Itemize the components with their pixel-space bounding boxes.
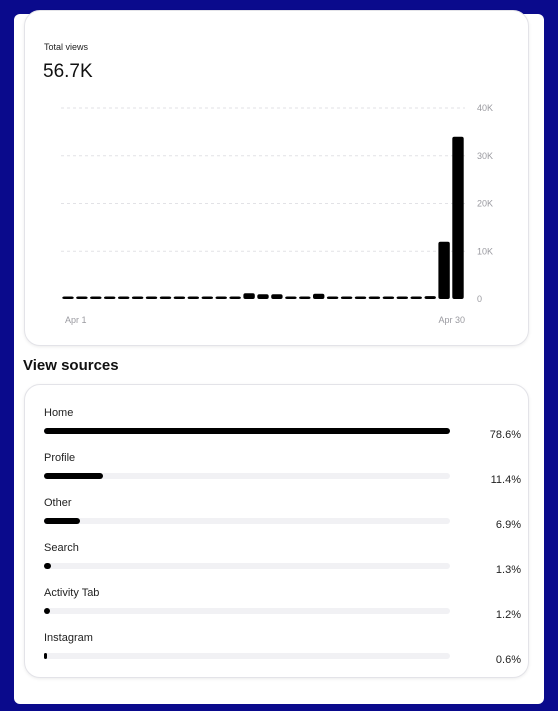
view-source-bar-fill [44, 563, 51, 569]
chart-bar[interactable] [215, 296, 227, 300]
total-views-label: Total views [44, 42, 89, 52]
chart-bar[interactable] [410, 296, 422, 300]
view-source-name: Profile [44, 452, 76, 464]
view-source-percent: 78.6% [489, 429, 521, 441]
chart-bar[interactable] [340, 296, 353, 300]
chart-bar[interactable] [354, 296, 367, 300]
view-sources-card: Home 78.6% Profile 11.4% Other 6.9% Search 1.3%… [24, 384, 529, 678]
view-source-bar-track [44, 518, 450, 524]
chart-bar[interactable] [438, 241, 450, 299]
chart-bar[interactable] [187, 296, 199, 300]
chart-bar[interactable] [313, 293, 325, 299]
views-bar-chart: 40K 30K 20K 10K 0 Apr 1 Apr 30 [61, 103, 493, 325]
chart-bar[interactable] [299, 296, 311, 300]
chart-bar[interactable] [131, 296, 144, 300]
y-tick-label: 30K [477, 151, 493, 161]
y-tick-label: 10K [477, 246, 493, 256]
chart-bar[interactable] [201, 296, 213, 300]
x-tick-label: Apr 30 [438, 315, 465, 325]
chart-bar[interactable] [243, 293, 255, 299]
chart-bar[interactable] [326, 296, 339, 300]
chart-bar[interactable] [62, 296, 74, 300]
view-source-bar-fill [44, 428, 450, 434]
chart-bar[interactable] [90, 296, 102, 300]
view-source-bar-fill [44, 518, 80, 524]
view-source-bar-track [44, 608, 450, 614]
chart-bar[interactable] [396, 296, 408, 300]
chart-bar[interactable] [229, 296, 241, 300]
total-views-card: Total views 56.7K 40K 30K 20K 10K 0 Apr 1 Apr … [24, 10, 529, 346]
view-source-bar-track [44, 653, 450, 659]
chart-bar[interactable] [424, 296, 436, 299]
chart-bar[interactable] [159, 296, 172, 300]
chart-bar[interactable] [257, 294, 269, 299]
chart-bar[interactable] [285, 296, 297, 300]
view-source-bar-track [44, 428, 450, 434]
chart-bar[interactable] [452, 136, 464, 299]
view-source-bar-track [44, 563, 450, 569]
view-source-bar-track [44, 473, 450, 479]
view-source-name: Activity Tab [44, 587, 100, 599]
view-source-name: Search [44, 542, 79, 554]
view-source-bar-fill [44, 653, 48, 659]
view-source-bar-fill [44, 473, 103, 479]
view-source-percent: 0.6% [495, 654, 521, 666]
y-tick-label: 0 [477, 294, 482, 304]
view-source-name: Instagram [44, 632, 93, 644]
view-source-percent: 1.3% [495, 564, 521, 576]
chart-bar[interactable] [145, 296, 158, 300]
y-tick-label: 20K [477, 199, 493, 209]
chart-bar[interactable] [382, 296, 395, 300]
view-source-percent: 6.9% [495, 519, 521, 531]
chart-bar[interactable] [173, 296, 186, 300]
x-tick-label: Apr 1 [65, 315, 87, 325]
view-sources-heading: View sources [23, 357, 119, 374]
view-source-percent: 1.2% [495, 609, 521, 621]
total-views-value: 56.7K [43, 61, 93, 82]
chart-bar[interactable] [118, 296, 130, 300]
chart-bar[interactable] [368, 296, 381, 300]
y-tick-label: 40K [477, 103, 493, 113]
chart-bar[interactable] [104, 296, 116, 300]
view-source-percent: 11.4% [490, 474, 521, 486]
view-source-name: Other [44, 497, 72, 509]
view-source-bar-fill [44, 608, 51, 614]
chart-bar[interactable] [271, 294, 283, 299]
chart-bar[interactable] [76, 296, 88, 300]
view-source-name: Home [44, 407, 74, 419]
